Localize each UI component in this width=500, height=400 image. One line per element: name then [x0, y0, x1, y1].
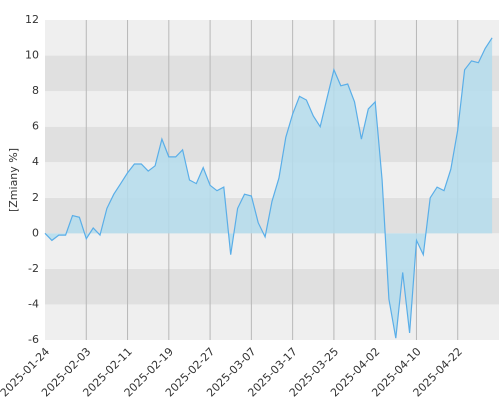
y-tick-label: 6: [32, 120, 39, 133]
grid-band: [45, 91, 499, 127]
y-tick-label: -4: [28, 297, 39, 310]
line: [44, 37, 493, 339]
grid-band: [45, 162, 499, 198]
y-tick-label: 2: [32, 191, 39, 204]
y-tick-label: -6: [28, 333, 39, 346]
area: [45, 37, 493, 339]
y-tick-label: 0: [32, 226, 39, 239]
grid-band: [45, 304, 499, 340]
y-axis-label: [Zmiany %]: [7, 148, 20, 212]
y-tick-label: -2: [28, 262, 39, 275]
y-tick-label: 4: [32, 155, 39, 168]
y-tick-label: 10: [25, 49, 39, 62]
grid-band: [45, 268, 499, 305]
grid-band: [45, 55, 499, 92]
y-tick-label: 12: [25, 13, 39, 26]
grid-band: [45, 20, 499, 56]
y-tick-label: 8: [32, 84, 39, 97]
grid-band: [45, 233, 499, 269]
grid-band: [45, 126, 499, 163]
